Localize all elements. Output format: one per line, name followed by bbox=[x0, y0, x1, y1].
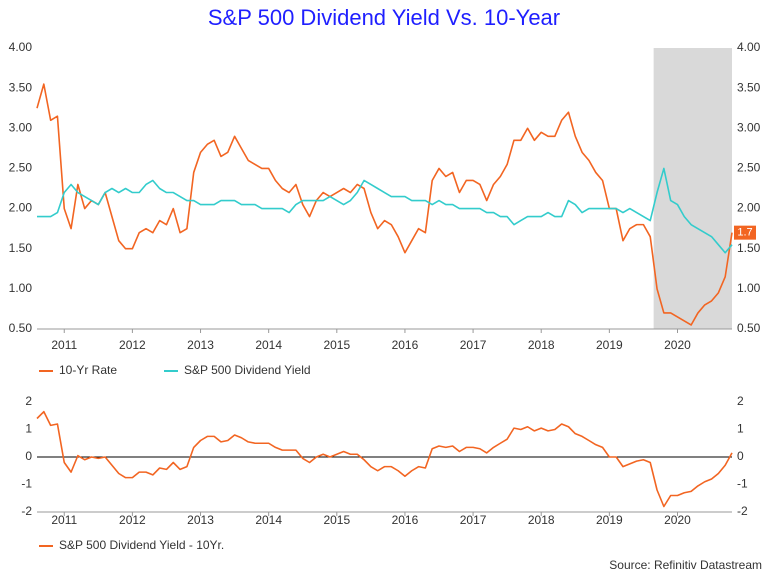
end-label: 1.7 bbox=[737, 227, 752, 239]
source-note: Source: Refinitiv Datastream bbox=[609, 558, 762, 572]
y2-tick-label: 1.00 bbox=[737, 281, 761, 295]
x-tick-label: 2016 bbox=[392, 513, 419, 527]
y-tick-label: 1.50 bbox=[9, 241, 33, 255]
y2-tick-label: 3.50 bbox=[737, 80, 761, 94]
legend-label: 10-Yr Rate bbox=[59, 363, 117, 377]
x-tick-label: 2012 bbox=[119, 513, 146, 527]
x-tick-label: 2015 bbox=[323, 513, 350, 527]
x-tick-label: 2020 bbox=[664, 513, 691, 527]
y-tick-label: 0.50 bbox=[9, 321, 33, 335]
y-tick-label: 3.00 bbox=[9, 120, 33, 134]
y2-tick-label: 4.00 bbox=[737, 40, 761, 54]
series-line bbox=[36, 410, 733, 508]
x-tick-label: 2018 bbox=[528, 513, 555, 527]
x-tick-label: 2018 bbox=[528, 338, 555, 352]
end-label-box bbox=[734, 225, 756, 240]
y-tick-label: 2.00 bbox=[9, 201, 33, 215]
y-tick-label: 2 bbox=[25, 394, 32, 408]
x-tick-label: 2014 bbox=[255, 513, 282, 527]
series-line bbox=[37, 167, 733, 254]
series-line bbox=[36, 83, 733, 326]
x-tick-label: 2013 bbox=[187, 338, 214, 352]
x-tick-label: 2011 bbox=[51, 338, 77, 352]
x-tick-label: 2017 bbox=[460, 513, 487, 527]
chart-title: S&P 500 Dividend Yield Vs. 10-Year bbox=[208, 5, 560, 30]
y2-tick-label: 2.00 bbox=[737, 201, 761, 215]
y2-tick-label: 1.50 bbox=[737, 241, 761, 255]
y2-tick-label: 2 bbox=[737, 394, 744, 408]
y2-tick-label: 2.50 bbox=[737, 161, 761, 175]
x-tick-label: 2015 bbox=[323, 338, 350, 352]
y2-tick-label: 0 bbox=[737, 449, 744, 463]
legend-label: S&P 500 Dividend Yield bbox=[184, 363, 311, 377]
y-tick-label: 0 bbox=[25, 449, 32, 463]
y-tick-label: 3.50 bbox=[9, 80, 33, 94]
y-tick-label: -1 bbox=[21, 477, 32, 491]
y2-tick-label: -1 bbox=[737, 477, 748, 491]
legend-label: S&P 500 Dividend Yield - 10Yr. bbox=[59, 538, 224, 552]
y-tick-label: 4.00 bbox=[9, 40, 33, 54]
x-tick-label: 2019 bbox=[596, 513, 623, 527]
shaded-region bbox=[653, 48, 732, 329]
y2-tick-label: 3.00 bbox=[737, 120, 761, 134]
x-tick-label: 2020 bbox=[664, 338, 691, 352]
y2-tick-label: -2 bbox=[737, 504, 748, 518]
y-tick-label: -2 bbox=[21, 504, 32, 518]
x-tick-label: 2012 bbox=[119, 338, 146, 352]
y-tick-label: 1.00 bbox=[9, 281, 33, 295]
x-tick-label: 2011 bbox=[51, 513, 77, 527]
y2-tick-label: 0.50 bbox=[737, 321, 761, 335]
y-tick-label: 1 bbox=[25, 422, 32, 436]
x-tick-label: 2016 bbox=[392, 338, 419, 352]
y-tick-label: 2.50 bbox=[9, 161, 33, 175]
x-tick-label: 2014 bbox=[255, 338, 282, 352]
y2-tick-label: 1 bbox=[737, 422, 744, 436]
x-tick-label: 2019 bbox=[596, 338, 623, 352]
x-tick-label: 2013 bbox=[187, 513, 214, 527]
x-tick-label: 2017 bbox=[460, 338, 487, 352]
